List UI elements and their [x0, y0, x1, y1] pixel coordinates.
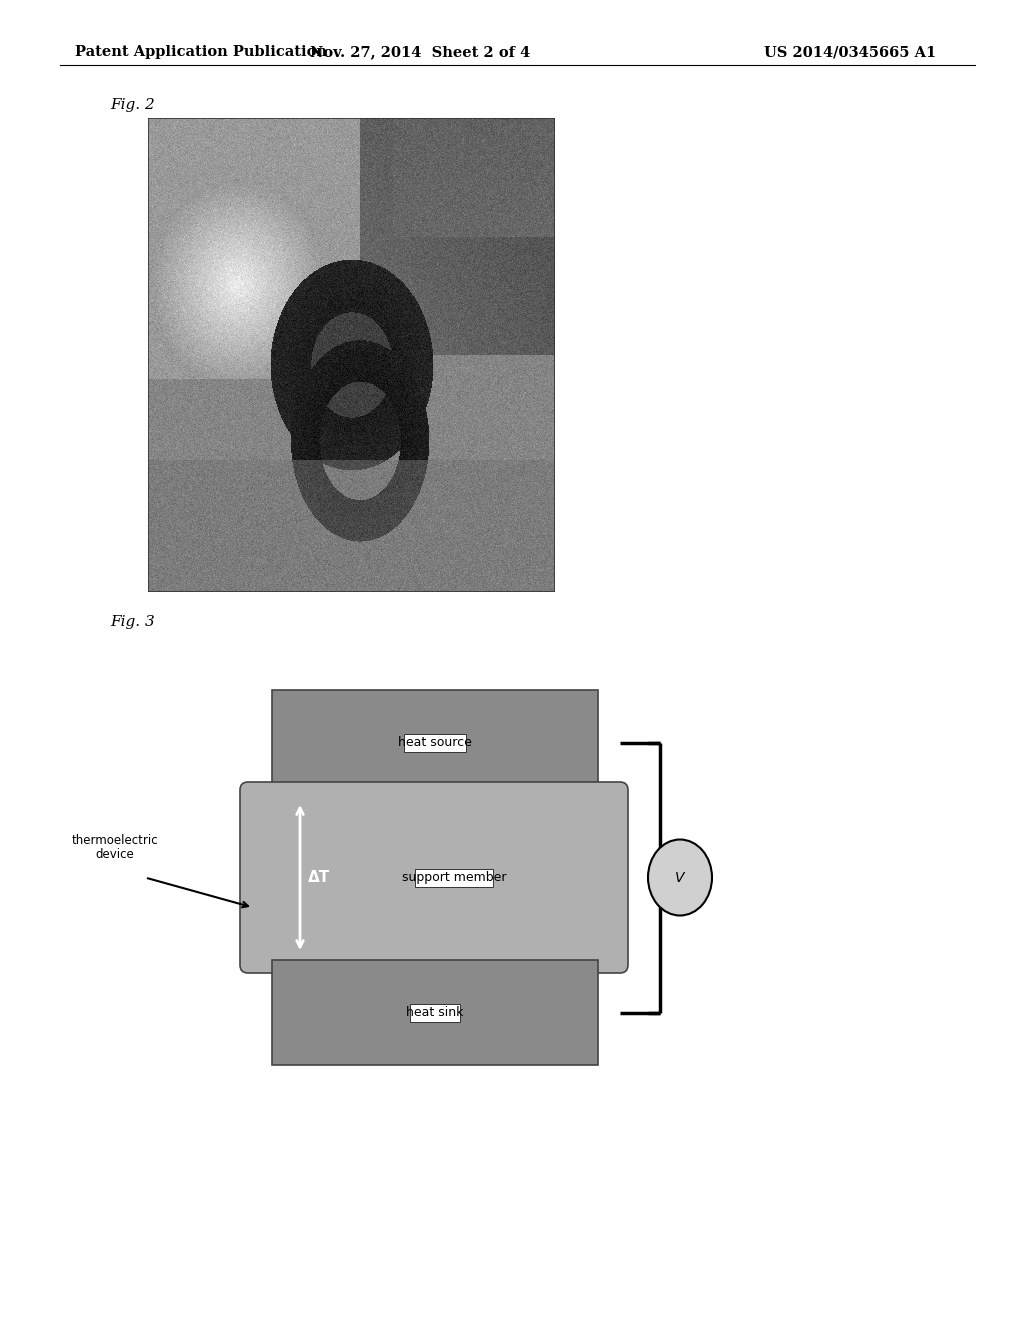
- Text: US 2014/0345665 A1: US 2014/0345665 A1: [764, 45, 936, 59]
- Bar: [272, 960, 598, 1065]
- Text: Fig. 2: Fig. 2: [110, 98, 155, 112]
- Text: ΔT: ΔT: [308, 870, 331, 884]
- FancyBboxPatch shape: [240, 781, 628, 973]
- Text: support member: support member: [401, 871, 506, 884]
- Text: Patent Application Publication: Patent Application Publication: [75, 45, 327, 59]
- Text: Fig. 3: Fig. 3: [110, 615, 155, 630]
- Text: thermoelectric
device: thermoelectric device: [72, 833, 159, 862]
- Bar: [404, 734, 466, 751]
- Text: V: V: [675, 870, 685, 884]
- Ellipse shape: [648, 840, 712, 916]
- Bar: [410, 1003, 460, 1022]
- Text: Nov. 27, 2014  Sheet 2 of 4: Nov. 27, 2014 Sheet 2 of 4: [310, 45, 530, 59]
- Text: heat sink: heat sink: [407, 1006, 464, 1019]
- Text: heat source: heat source: [398, 737, 472, 748]
- Bar: [272, 690, 598, 795]
- Bar: [415, 869, 494, 887]
